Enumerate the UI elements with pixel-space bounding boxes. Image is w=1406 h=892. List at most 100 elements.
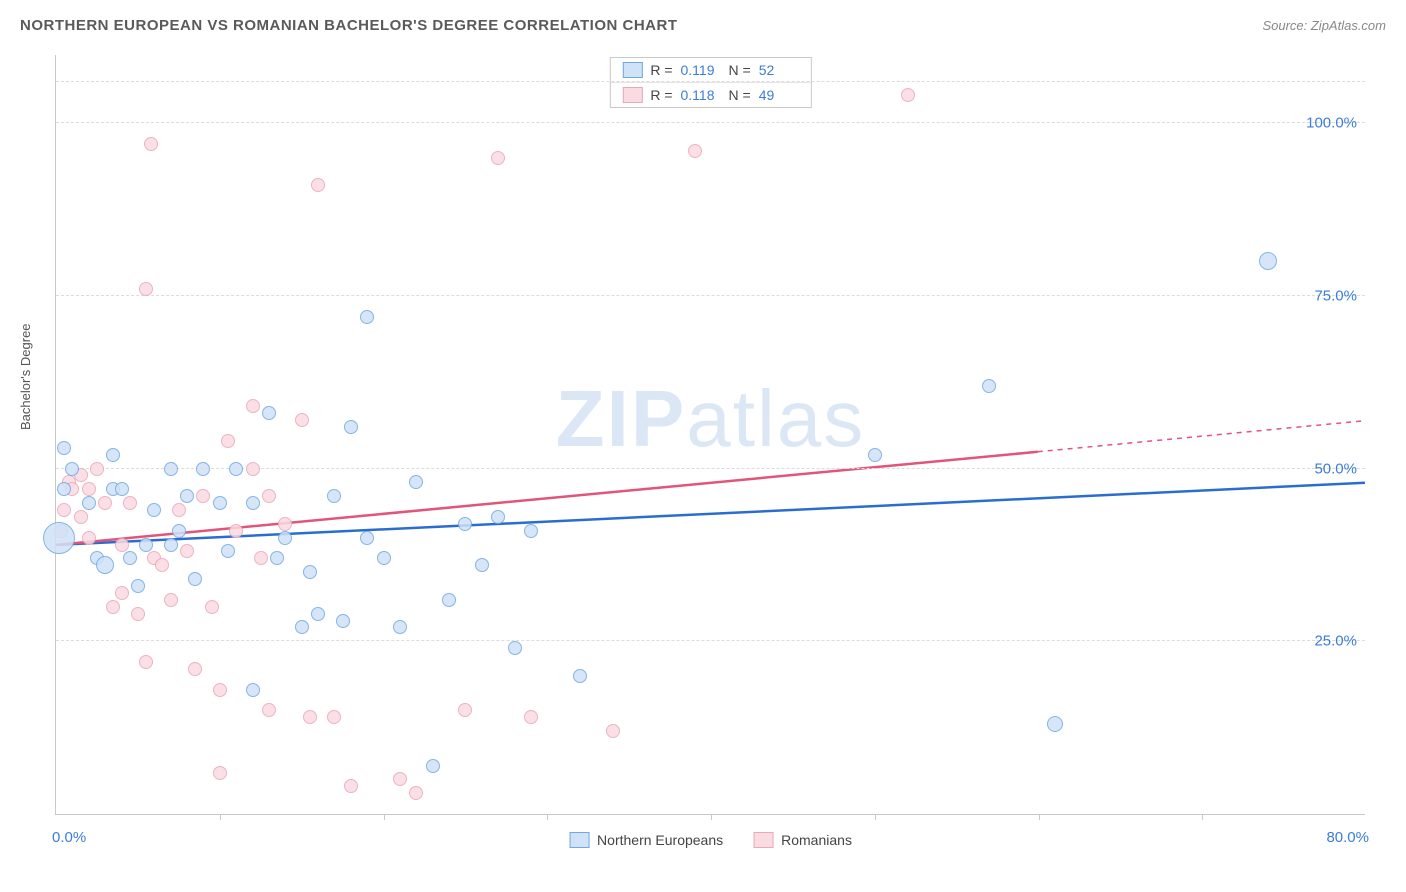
data-point	[57, 503, 71, 517]
data-point	[442, 593, 456, 607]
data-point	[96, 556, 114, 574]
data-point	[360, 310, 374, 324]
data-point	[278, 517, 292, 531]
data-point	[205, 600, 219, 614]
x-tick	[875, 814, 876, 820]
data-point	[393, 620, 407, 634]
data-point	[144, 137, 158, 151]
data-point	[213, 683, 227, 697]
data-point	[524, 710, 538, 724]
data-point	[426, 759, 440, 773]
data-point	[458, 517, 472, 531]
data-point	[262, 406, 276, 420]
data-point	[311, 178, 325, 192]
data-point	[115, 538, 129, 552]
data-point	[1047, 716, 1063, 732]
y-axis-title: Bachelor's Degree	[18, 323, 33, 430]
x-tick	[547, 814, 548, 820]
data-point	[147, 503, 161, 517]
data-point	[139, 538, 153, 552]
data-point	[295, 413, 309, 427]
data-point	[213, 496, 227, 510]
data-point	[164, 593, 178, 607]
data-point	[106, 448, 120, 462]
data-point	[1259, 252, 1277, 270]
data-point	[139, 655, 153, 669]
data-point	[303, 710, 317, 724]
x-tick	[1039, 814, 1040, 820]
data-point	[106, 600, 120, 614]
data-point	[98, 496, 112, 510]
legend-correlation: R = 0.119 N = 52 R = 0.118 N = 49	[609, 57, 811, 108]
legend-item-romanian: Romanians	[753, 832, 852, 848]
data-point	[360, 531, 374, 545]
data-point	[868, 448, 882, 462]
data-point	[344, 420, 358, 434]
data-point	[409, 786, 423, 800]
data-point	[188, 572, 202, 586]
data-point	[688, 144, 702, 158]
x-tick	[384, 814, 385, 820]
x-min-label: 0.0%	[52, 829, 86, 846]
data-point	[57, 441, 71, 455]
data-point	[311, 607, 325, 621]
data-point	[65, 462, 79, 476]
swatch-northern	[622, 62, 642, 78]
data-point	[172, 503, 186, 517]
data-point	[262, 703, 276, 717]
data-point	[246, 683, 260, 697]
data-point	[491, 151, 505, 165]
data-point	[180, 489, 194, 503]
data-point	[229, 462, 243, 476]
data-point	[246, 399, 260, 413]
data-point	[74, 510, 88, 524]
data-point	[491, 510, 505, 524]
data-point	[43, 522, 75, 554]
data-point	[344, 779, 358, 793]
data-point	[246, 496, 260, 510]
watermark: ZIPatlas	[556, 373, 865, 465]
data-point	[131, 607, 145, 621]
data-point	[82, 531, 96, 545]
data-point	[82, 482, 96, 496]
scatter-chart: ZIPatlas R = 0.119 N = 52 R = 0.118 N = …	[55, 55, 1365, 815]
data-point	[377, 551, 391, 565]
data-point	[221, 434, 235, 448]
legend-row-northern: R = 0.119 N = 52	[610, 58, 810, 82]
data-point	[155, 558, 169, 572]
data-point	[336, 614, 350, 628]
data-point	[475, 558, 489, 572]
data-point	[458, 703, 472, 717]
data-point	[115, 586, 129, 600]
data-point	[982, 379, 996, 393]
gridline	[56, 295, 1365, 296]
data-point	[393, 772, 407, 786]
data-point	[115, 482, 129, 496]
data-point	[278, 531, 292, 545]
legend-series: Northern Europeans Romanians	[569, 832, 852, 848]
data-point	[123, 496, 137, 510]
data-point	[90, 462, 104, 476]
y-tick-label: 50.0%	[1314, 460, 1357, 477]
data-point	[409, 475, 423, 489]
data-point	[606, 724, 620, 738]
chart-header: NORTHERN EUROPEAN VS ROMANIAN BACHELOR'S…	[0, 0, 1406, 40]
data-point	[327, 489, 341, 503]
data-point	[123, 551, 137, 565]
data-point	[131, 579, 145, 593]
chart-title: NORTHERN EUROPEAN VS ROMANIAN BACHELOR'S…	[20, 17, 677, 34]
swatch-northern-icon	[569, 832, 589, 848]
data-point	[164, 462, 178, 476]
data-point	[57, 482, 71, 496]
data-point	[508, 641, 522, 655]
data-point	[246, 462, 260, 476]
data-point	[229, 524, 243, 538]
legend-row-romanian: R = 0.118 N = 49	[610, 82, 810, 107]
data-point	[188, 662, 202, 676]
data-point	[327, 710, 341, 724]
data-point	[164, 538, 178, 552]
swatch-romanian	[622, 87, 642, 103]
data-point	[196, 462, 210, 476]
trend-lines	[56, 55, 1365, 814]
data-point	[573, 669, 587, 683]
